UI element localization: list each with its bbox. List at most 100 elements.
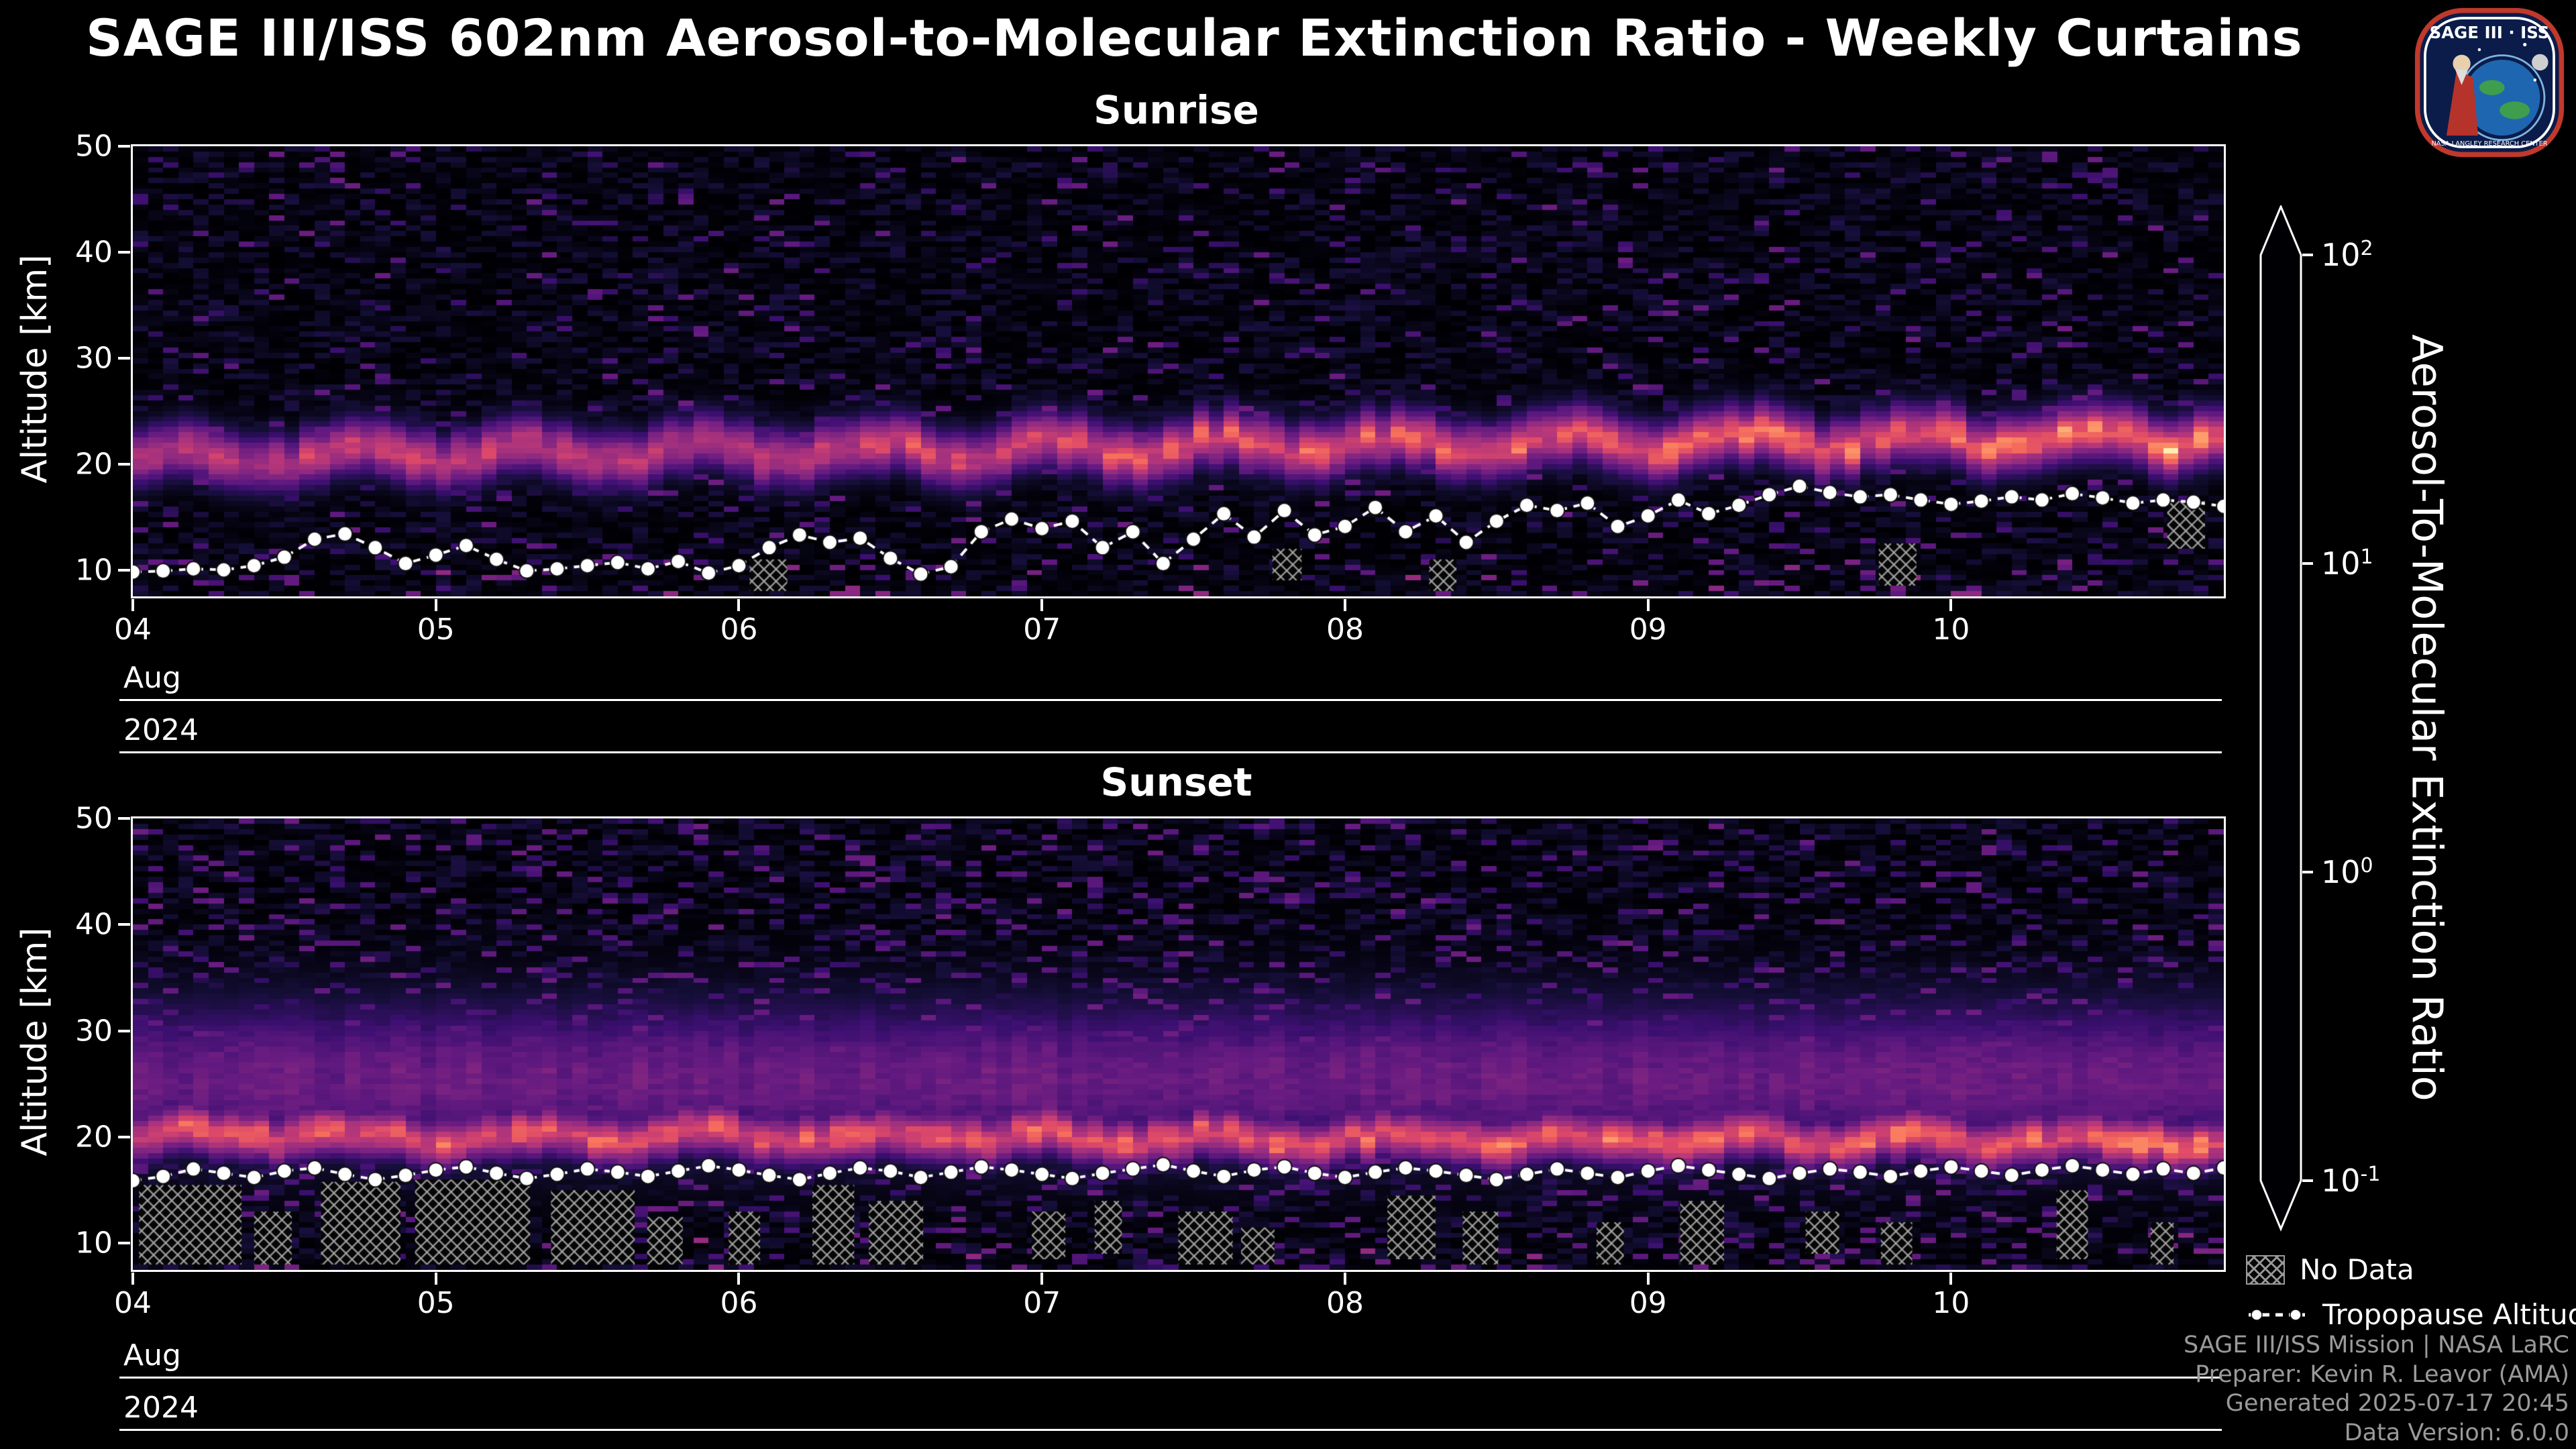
tropopause-label: Tropopause Altitude: [2322, 1298, 2576, 1331]
sunrise-month-axis-row: Aug: [119, 660, 2222, 701]
colorbar-tick-mark: [2302, 1179, 2313, 1182]
footer-preparer-line: Preparer: Kevin R. Leavor (AMA): [2195, 1360, 2569, 1388]
sunrise-year-label: 2024: [123, 713, 199, 747]
x-tick-mark: [434, 1273, 437, 1285]
legend-row-no-data: No Data: [2246, 1253, 2576, 1286]
colorbar-axis-label: Aerosol-To-Molecular Extinction Ratio: [2402, 334, 2452, 1102]
colorbar: [2259, 205, 2302, 1232]
y-tick-label: 40: [75, 907, 113, 942]
logo-earth-land: [2500, 101, 2530, 119]
x-tick-label: 04: [114, 612, 152, 647]
colorbar-tick-mark: [2302, 254, 2313, 256]
colorbar-tick-mark: [2302, 562, 2313, 565]
x-tick-mark: [434, 599, 437, 611]
x-tick-label: 07: [1023, 1286, 1061, 1320]
y-tick-label: 10: [75, 553, 113, 588]
no-data-hatch-icon: [2246, 1254, 2285, 1285]
colorbar-tick-label: 101: [2321, 545, 2373, 582]
y-tick-mark: [118, 817, 130, 820]
colorbar-tick-mark: [2302, 871, 2313, 873]
x-tick-mark: [1343, 1273, 1346, 1285]
sunset-year-label: 2024: [123, 1391, 199, 1425]
sunrise-year-axis-row: 2024: [119, 712, 2222, 753]
y-tick-mark: [118, 1136, 130, 1139]
x-tick-label: 05: [417, 612, 455, 647]
sunset-heatmap-canvas: [133, 818, 2224, 1270]
y-tick-label: 40: [75, 235, 113, 270]
sunrise-y-axis-label: Altitude [km]: [15, 254, 55, 484]
x-tick-mark: [1646, 1273, 1650, 1285]
y-tick-mark: [118, 568, 130, 572]
logo-star: [2533, 78, 2537, 82]
logo-wizard-figure: [2446, 70, 2479, 136]
sunrise-month-label: Aug: [123, 661, 181, 695]
colorbar-tick-label: 100: [2321, 853, 2373, 891]
y-tick-mark: [118, 145, 130, 148]
y-tick-label: 20: [75, 1120, 113, 1155]
y-tick-mark: [118, 356, 130, 360]
y-tick-mark: [118, 1029, 130, 1032]
legend: No Data Tropopause Altitude: [2246, 1253, 2576, 1331]
x-tick-label: 04: [114, 1286, 152, 1320]
logo-star: [2523, 42, 2527, 47]
logo-subtext: NASA LANGLEY RESEARCH CENTER: [2431, 140, 2547, 148]
x-tick-mark: [131, 599, 134, 611]
sunset-y-axis-label: Altitude [km]: [15, 927, 55, 1157]
x-tick-mark: [1040, 599, 1044, 611]
x-tick-mark: [1343, 599, 1346, 611]
x-tick-mark: [1949, 1273, 1953, 1285]
x-tick-label: 05: [417, 1286, 455, 1320]
x-tick-mark: [737, 599, 741, 611]
sunset-year-axis-row: 2024: [119, 1390, 2222, 1431]
y-tick-mark: [118, 923, 130, 926]
logo-inner-ring: [2424, 17, 2555, 148]
x-tick-label: 06: [720, 1286, 758, 1320]
x-tick-mark: [131, 1273, 134, 1285]
y-tick-label: 50: [75, 801, 113, 836]
footer-generated-line: Generated 2025-07-17 20:45: [2225, 1390, 2569, 1417]
sage-iii-iss-logo: SAGE III · ISS NASA LANGLEY RESEARCH CEN…: [2414, 7, 2565, 158]
y-tick-label: 30: [75, 1014, 113, 1049]
logo-wizard-head: [2453, 54, 2471, 72]
logo-title: SAGE III · ISS: [2430, 23, 2550, 42]
legend-row-tropopause: Tropopause Altitude: [2246, 1298, 2576, 1331]
sunset-month-label: Aug: [123, 1338, 181, 1373]
x-tick-mark: [737, 1273, 741, 1285]
tropopause-line-icon: [2249, 1308, 2305, 1321]
sunset-month-axis-row: Aug: [119, 1338, 2222, 1379]
colorbar-tick-label: 102: [2321, 236, 2373, 274]
x-tick-label: 10: [1932, 1286, 1970, 1320]
sunrise-heatmap-canvas: [133, 146, 2224, 596]
x-tick-label: 08: [1326, 1286, 1364, 1320]
x-tick-label: 09: [1629, 612, 1667, 647]
x-tick-mark: [1040, 1273, 1044, 1285]
sunrise-panel-title: Sunrise: [1093, 87, 1259, 133]
x-tick-label: 10: [1932, 612, 1970, 647]
y-tick-label: 20: [75, 447, 113, 482]
y-tick-mark: [118, 462, 130, 466]
sunset-heatmap-panel: 04 05 06 07 08 09 10 10 20 30 40 50: [75, 802, 2226, 1320]
x-tick-label: 08: [1326, 612, 1364, 647]
y-tick-label: 10: [75, 1226, 113, 1260]
logo-earth-land: [2479, 80, 2505, 95]
y-tick-mark: [118, 1242, 130, 1245]
footer-mission-line: SAGE III/ISS Mission | NASA LaRC: [2184, 1332, 2569, 1359]
no-data-label: No Data: [2300, 1253, 2414, 1286]
footer-credits: SAGE III/ISS Mission | NASA LaRC Prepare…: [2184, 1331, 2569, 1448]
logo-star: [2477, 48, 2481, 52]
logo-moon: [2532, 54, 2548, 71]
y-tick-mark: [118, 250, 130, 254]
colorbar-tick-label: 10-1: [2321, 1162, 2381, 1199]
footer-version-line: Data Version: 6.0.0: [2344, 1419, 2569, 1446]
x-tick-mark: [1646, 599, 1650, 611]
sunset-panel-title: Sunset: [1100, 759, 1252, 805]
sunrise-heatmap-panel: 04 05 06 07 08 09 10 10 20 30 40 50: [75, 129, 2226, 647]
x-tick-mark: [1949, 599, 1953, 611]
x-tick-label: 07: [1023, 612, 1061, 647]
y-tick-label: 30: [75, 341, 113, 376]
x-tick-label: 09: [1629, 1286, 1667, 1320]
colorbar-gradient-bar: [2259, 205, 2302, 1232]
y-tick-label: 50: [75, 129, 113, 164]
x-tick-label: 06: [720, 612, 758, 647]
